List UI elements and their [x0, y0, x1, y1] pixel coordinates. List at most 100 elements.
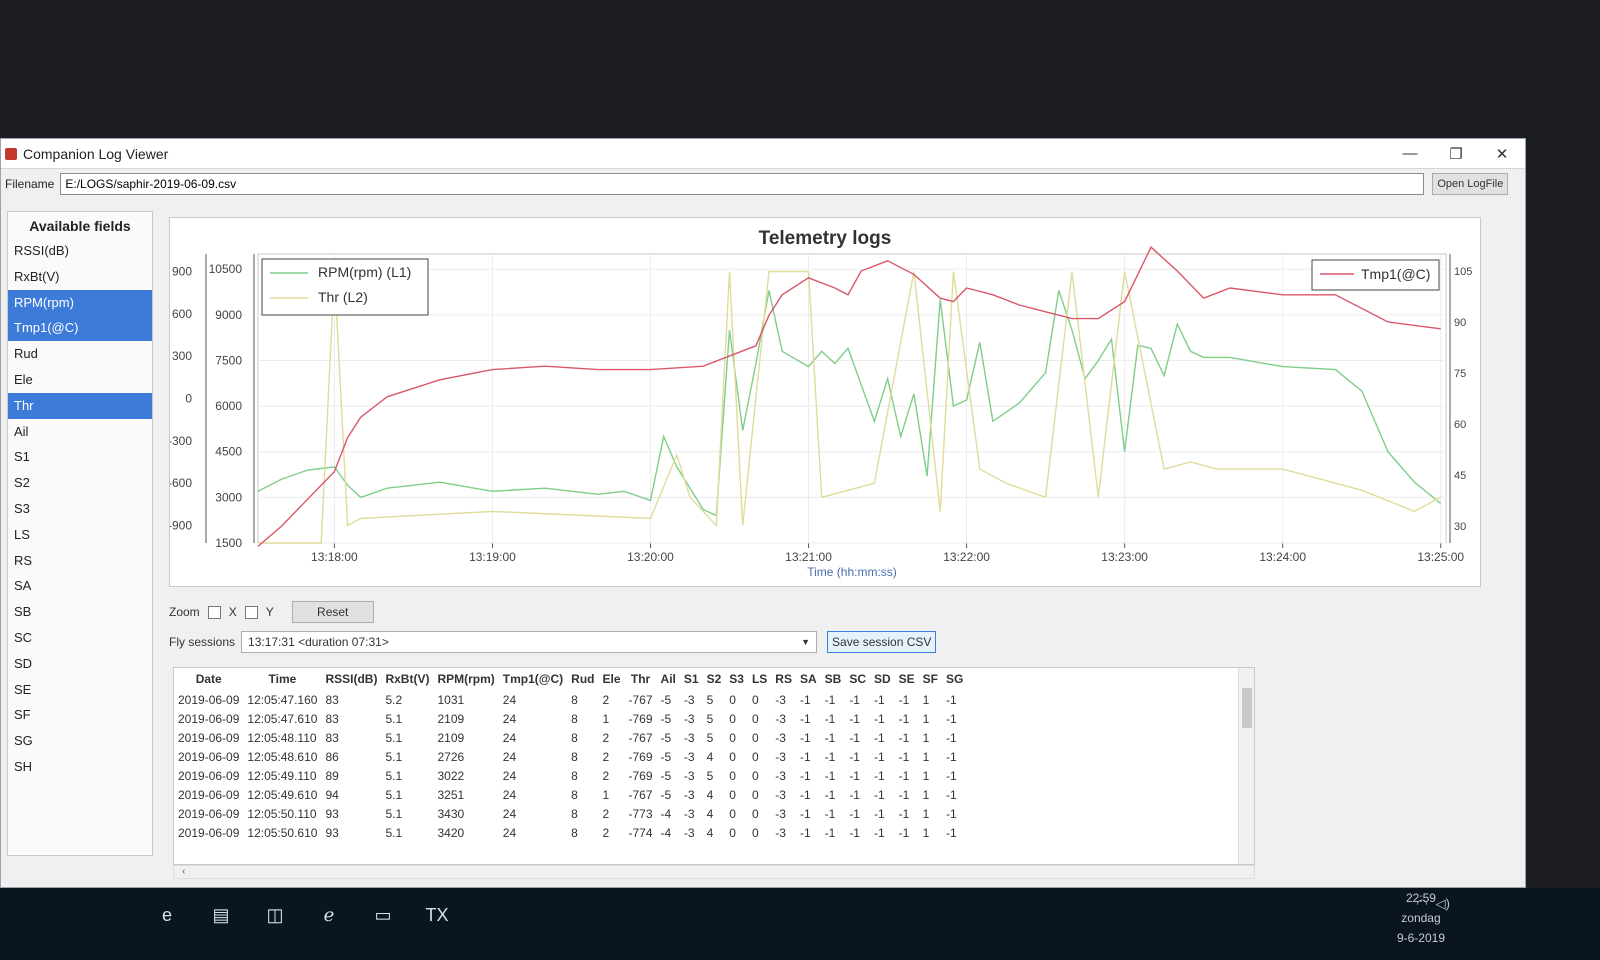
x-tick-label: 13:22:00: [943, 550, 990, 564]
table-cell: 12:05:47.610: [247, 711, 318, 726]
field-item-sd[interactable]: SD: [14, 655, 33, 671]
x-tick-label: 13:18:00: [311, 550, 358, 564]
field-item-rssi-db[interactable]: RSSI(dB): [14, 243, 69, 258]
table-cell: 2109: [437, 730, 465, 745]
table-cell: -1: [824, 806, 836, 821]
store-icon[interactable]: ◫: [266, 904, 284, 925]
table-row[interactable]: 2019-06-09 12:05:50.610 93 5.1 3420 24 8 2 -774-…: [174, 823, 967, 842]
table-cell: 12:05:50.610: [247, 825, 318, 840]
column-header[interactable]: SC: [845, 668, 870, 690]
column-header[interactable]: RPM(rpm): [433, 668, 499, 690]
column-header[interactable]: RSSI(dB): [321, 668, 382, 690]
column-header[interactable]: Tmp1(@C): [498, 668, 568, 690]
field-item-sb[interactable]: SB: [14, 604, 32, 620]
y-left-tick-label: 1500: [215, 536, 242, 550]
column-header[interactable]: SE: [894, 668, 919, 690]
field-item-ls[interactable]: LS: [14, 526, 30, 542]
table-cell: -3: [683, 692, 695, 707]
field-item-tmp1-c[interactable]: Tmp1(@C): [8, 315, 152, 342]
save-session-csv-button[interactable]: Save session CSV: [827, 631, 937, 653]
field-item-rud[interactable]: Rud: [14, 346, 38, 362]
table-cell: 12:05:50.110: [247, 806, 317, 821]
minimize-button[interactable]: —: [1402, 145, 1418, 162]
y-outer-tick-label: -600: [170, 476, 192, 490]
table-cell: -1: [824, 768, 836, 783]
column-header[interactable]: Date: [174, 668, 244, 690]
x-tick-label: 13:23:00: [1101, 550, 1148, 564]
field-item-s1[interactable]: S1: [14, 449, 30, 465]
field-item-sg[interactable]: SG: [14, 733, 33, 749]
table-cell: -1: [824, 692, 836, 707]
table-cell: -1: [849, 730, 860, 745]
chart-svg[interactable]: 13:18:00 13:19:00 13:20:00 13:21:00 13:22:00…: [170, 218, 1482, 588]
maximize-button[interactable]: ❐: [1449, 145, 1463, 163]
field-item-thr[interactable]: Thr: [8, 392, 152, 419]
internet-explorer-icon[interactable]: ℯ: [323, 904, 335, 925]
field-item-sc[interactable]: SC: [14, 629, 33, 645]
table-cell: -5: [660, 768, 672, 783]
field-item-s2[interactable]: S2: [14, 475, 30, 491]
column-header[interactable]: SF: [918, 668, 943, 690]
file-explorer-icon[interactable]: ▤: [212, 904, 230, 925]
zoom-x-checkbox[interactable]: [207, 605, 221, 619]
field-item-ele[interactable]: Ele: [14, 371, 33, 387]
field-item-sa[interactable]: SA: [14, 578, 32, 594]
field-item-sh[interactable]: SH: [14, 758, 33, 774]
open-logfile-button[interactable]: Open LogFile: [1432, 173, 1509, 195]
table-horizontal-scrollbar[interactable]: ‹: [173, 865, 1255, 879]
field-item-ail[interactable]: Ail: [14, 423, 29, 439]
field-item-rs[interactable]: RS: [14, 552, 33, 568]
filename-field[interactable]: [60, 173, 1425, 195]
table-row[interactable]: 2019-06-09 12:05:49.110 89 5.1 3022 24 8 2 -769-…: [174, 766, 967, 785]
table-cell: 0: [751, 768, 759, 783]
field-item-se[interactable]: SE: [14, 681, 32, 697]
field-item-rxbt-v[interactable]: RxBt(V): [14, 268, 60, 284]
table-cell: -769: [628, 749, 653, 764]
column-header[interactable]: RxBt(V): [381, 668, 434, 690]
field-item-s3[interactable]: S3: [14, 500, 30, 516]
table-cell: -1: [946, 749, 957, 764]
column-header[interactable]: LS: [747, 668, 772, 690]
table-row[interactable]: 2019-06-09 12:05:47.610 83 5.1 2109 24 8 1 -769-…: [174, 709, 967, 728]
system-tray: ◠ ◁): [1416, 896, 1450, 912]
column-header[interactable]: SB: [820, 668, 846, 690]
column-header[interactable]: Rud: [567, 668, 599, 690]
column-header[interactable]: S1: [679, 668, 703, 690]
column-header[interactable]: RS: [771, 668, 796, 690]
column-header[interactable]: Thr: [624, 668, 657, 690]
column-header[interactable]: Ele: [598, 668, 625, 690]
column-header[interactable]: SD: [869, 668, 895, 690]
table-cell: 2: [602, 768, 610, 783]
table-row[interactable]: 2019-06-09 12:05:49.610 94 5.1 3251 24 8 1 -767-…: [174, 785, 967, 804]
reset-button[interactable]: Reset: [291, 601, 374, 623]
legend-left-box: [261, 258, 429, 316]
column-header[interactable]: SA: [795, 668, 821, 690]
window-app-icon[interactable]: ▭: [374, 904, 392, 925]
available-fields-title: Available fields: [29, 218, 131, 234]
table-row[interactable]: 2019-06-09 12:05:47.160 83 5.2 1031 24 8 2 -767-…: [174, 690, 967, 709]
x-tick-label: 13:21:00: [785, 550, 832, 564]
field-item-sf[interactable]: SF: [14, 707, 31, 723]
fly-sessions-select[interactable]: 13:17:31 <duration 07:31> ▼: [241, 631, 818, 653]
edge-icon[interactable]: e: [161, 904, 172, 925]
table-cell: 1: [922, 749, 930, 764]
opentx-icon[interactable]: TX: [425, 904, 449, 925]
zoom-y-checkbox[interactable]: [244, 605, 258, 619]
volume-icon[interactable]: ◁): [1435, 896, 1450, 911]
column-header[interactable]: Ail: [656, 668, 680, 690]
column-header[interactable]: S2: [702, 668, 726, 690]
table-row[interactable]: 2019-06-09 12:05:48.110 83 5.1 2109 24 8 2 -767-…: [174, 728, 967, 747]
network-icon[interactable]: ◠: [1416, 896, 1428, 911]
column-header[interactable]: Time: [243, 668, 322, 690]
table-cell: 0: [751, 692, 759, 707]
table-row[interactable]: 2019-06-09 12:05:50.110 93 5.1 3430 24 8 2 -773-…: [174, 804, 967, 823]
table-row[interactable]: 2019-06-09 12:05:48.610 86 5.1 2726 24 8 2 -769-…: [174, 747, 967, 766]
clock[interactable]: 22:59 zondag 9-6-2019: [1397, 888, 1445, 948]
table-cell: -4: [660, 825, 672, 840]
column-header[interactable]: SG: [942, 668, 968, 690]
field-item-rpm-rpm[interactable]: RPM(rpm): [8, 289, 152, 316]
close-button[interactable]: ✕: [1495, 145, 1509, 163]
column-header[interactable]: S3: [725, 668, 748, 690]
scroll-thumb[interactable]: [1242, 688, 1252, 728]
table-vertical-scrollbar[interactable]: [1238, 668, 1254, 864]
